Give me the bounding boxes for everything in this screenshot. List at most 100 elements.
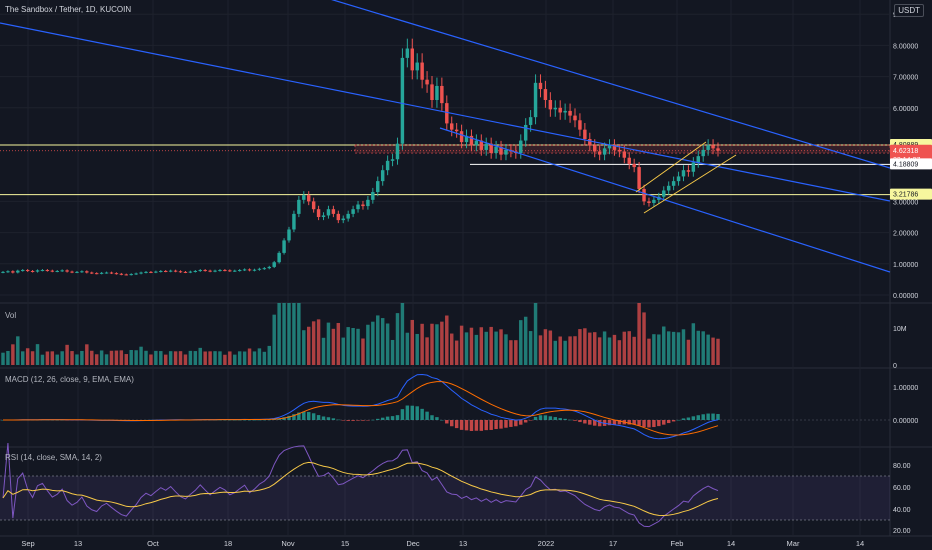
volume-tick-label: 0 [893,363,897,370]
volume-bar [449,333,454,365]
upper-trendline [331,0,891,169]
candle-body [706,145,710,150]
macd-histogram-bar [686,417,691,420]
currency-badge[interactable]: USDT [894,4,924,17]
candle-body [45,270,50,272]
candle-body [597,151,602,155]
volume-bar [139,346,143,365]
candle-body [602,148,607,155]
candle-body [272,262,276,267]
volume-bar [228,351,232,365]
volume-bar [627,331,631,365]
volume-bar [25,348,30,365]
volume-bar [124,354,129,365]
candle-body [163,270,168,272]
candle-body [366,199,370,207]
candle-body [676,176,681,182]
volume-bar [716,338,720,365]
macd-histogram-bar [247,419,252,421]
candle-body [223,270,227,272]
time-tick-label: Oct [147,539,160,548]
macd-histogram-bar [563,418,567,420]
candle-body [326,209,331,216]
candle-body [129,274,133,276]
volume-bar [691,323,696,365]
macd-histogram-bar [326,417,331,420]
candle-body [75,271,79,273]
volume-bar [622,331,627,365]
candle-body [25,270,30,272]
macd-line [2,373,719,440]
time-tick-label: 15 [341,539,349,548]
volume-bar [454,340,459,365]
volume-bar [647,338,651,365]
candle-body [35,270,40,272]
rsi-tick-label: 20.00 [893,528,911,535]
candle-body [563,110,567,113]
time-tick-label: 2022 [538,539,555,548]
volume-bar [568,336,572,365]
candle-body [553,107,558,110]
rsi-tick-label: 60.00 [893,485,911,492]
volume-bar [701,331,705,365]
volume-bar [40,354,45,365]
volume-bar [553,340,558,365]
candle-body [213,270,217,272]
volume-bar [607,337,612,365]
macd-histogram-bar [341,420,345,421]
volume-tick-label: 10M [893,326,907,333]
time-tick-label: Sep [21,539,34,548]
volume-bar [302,330,306,365]
candle-body [592,145,597,152]
macd-histogram-bar [292,414,296,420]
candle-body [543,89,548,100]
candle-body [642,188,646,202]
candle-body [178,271,183,273]
volume-bar [489,326,493,365]
volume-bar [380,318,385,365]
volume-bar [637,303,641,365]
volume-bar [612,334,617,365]
candle-body [228,270,232,272]
candle-body [519,140,523,154]
price-label-text: 3.21786 [893,192,918,199]
volume-bar [602,331,607,365]
candle-body [114,273,119,275]
rsi-pane-label: RSI (14, close, SMA, 14, 2) [5,453,102,462]
candle-body [474,140,479,146]
price-levels [0,144,891,196]
volume-bar [583,328,587,365]
macd-histogram-bar [489,420,493,430]
macd-histogram-bar [371,419,375,421]
candle-body [578,120,582,130]
macd-histogram-bar [666,420,671,424]
volume-bar [479,327,484,365]
volume-bar [173,351,178,365]
candle-body [627,157,631,164]
volume-bar [371,321,375,365]
candle-body [242,269,247,271]
volume-bar [50,351,55,365]
volume-bar [366,324,370,365]
symbol-title[interactable]: The Sandbox / Tether, 1D, KUCOIN [5,5,132,14]
volume-bar [99,350,104,365]
volume-bar [16,336,20,365]
volume-bar [287,303,291,365]
candle-body [168,270,173,272]
candle-body [252,269,257,271]
candle-body [390,159,395,161]
volume-bar [558,336,562,365]
macd-histogram-bar [553,417,558,420]
candle-body [6,271,10,273]
macd-histogram-bar [696,415,701,420]
candle-body [583,129,587,139]
candle-body [361,204,365,207]
candle-body [410,48,415,71]
candle-body [50,270,55,272]
macd-histogram-bar [306,412,311,420]
time-tick-label: 13 [74,539,82,548]
volume-bar [45,351,50,365]
macd-histogram-bar [351,420,355,421]
volume-bar [321,337,326,365]
